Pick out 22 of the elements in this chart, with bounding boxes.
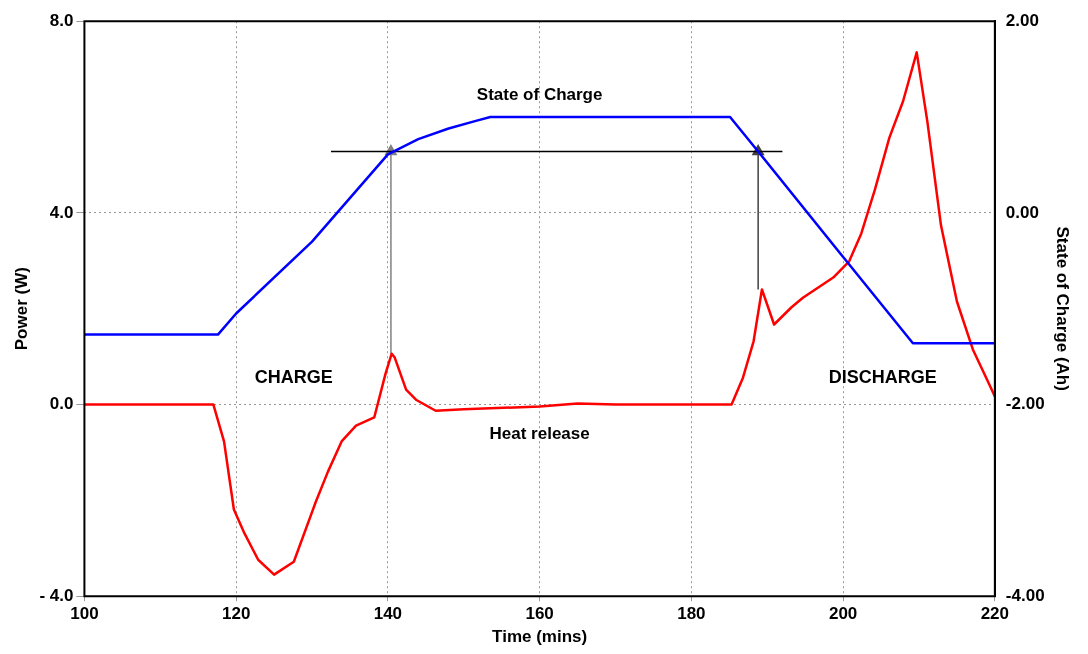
x-tick-label: 180 (677, 604, 706, 624)
x-axis-title: Time (mins) (492, 627, 588, 647)
x-tick-label: 220 (980, 604, 1010, 624)
y-tick-label: 8.0 (49, 10, 74, 30)
y-tick-label: - 4.0 (39, 585, 74, 605)
y-tick-label: 4.0 (49, 202, 74, 222)
y-axis-title: Power (W) (11, 267, 31, 351)
x-tick-label: 100 (70, 604, 99, 624)
y2-axis-title: State of Charge (Ah) (1053, 226, 1073, 391)
x-tick-label: 160 (525, 604, 554, 624)
x-tick-label: 200 (828, 604, 858, 624)
y2-tick-label: -2.00 (1005, 394, 1045, 414)
annotation: CHARGE (254, 366, 333, 387)
series-label: State of Charge (476, 84, 603, 104)
x-tick-label: 140 (373, 604, 403, 624)
y2-tick-label: 0.00 (1005, 202, 1039, 222)
y2-tick-label: 2.00 (1005, 10, 1039, 30)
series-label: Heat release (489, 424, 590, 444)
annotation: DISCHARGE (828, 366, 937, 387)
x-tick-label: 120 (221, 604, 251, 624)
y-tick-label: 0.0 (49, 394, 74, 414)
y2-tick-label: -4.00 (1005, 585, 1045, 605)
